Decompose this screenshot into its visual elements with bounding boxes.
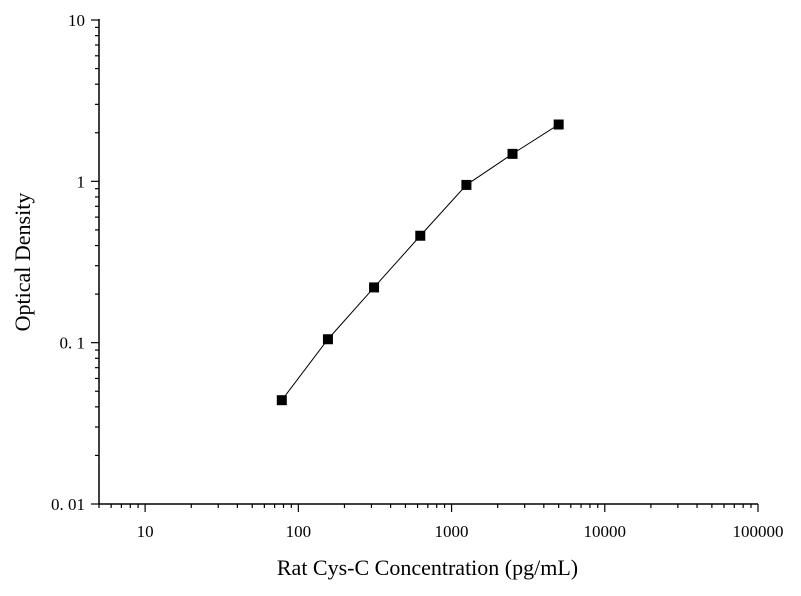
x-tick-label: 10: [137, 522, 154, 541]
x-tick-label: 100: [286, 522, 312, 541]
x-tick-label: 10000: [584, 522, 627, 541]
y-axis-ticks: 0. 01 0. 1 1 10: [51, 11, 99, 514]
y-axis-title: Optical Density: [10, 193, 35, 332]
y-tick-label: 0. 1: [60, 334, 86, 353]
x-axis-title: Rat Cys-C Concentration (pg/mL): [277, 555, 578, 580]
data-point-marker: [415, 230, 426, 241]
data-point-marker: [553, 119, 564, 130]
data-series: [276, 119, 564, 406]
data-point-marker: [369, 282, 380, 293]
data-point-marker: [276, 395, 287, 406]
y-tick-label: 10: [68, 11, 85, 30]
x-axis-ticks: 10 100 1000 10000 100000: [98, 504, 784, 541]
fit-curve-line: [281, 124, 559, 401]
x-tick-label: 100000: [733, 522, 784, 541]
data-point-marker: [461, 179, 472, 190]
x-tick-label: 1000: [435, 522, 469, 541]
y-tick-label: 0. 01: [51, 495, 85, 514]
y-tick-label: 1: [77, 172, 86, 191]
chart-axes: [98, 19, 758, 505]
data-point-marker: [322, 334, 333, 345]
data-point-marker: [507, 148, 518, 159]
